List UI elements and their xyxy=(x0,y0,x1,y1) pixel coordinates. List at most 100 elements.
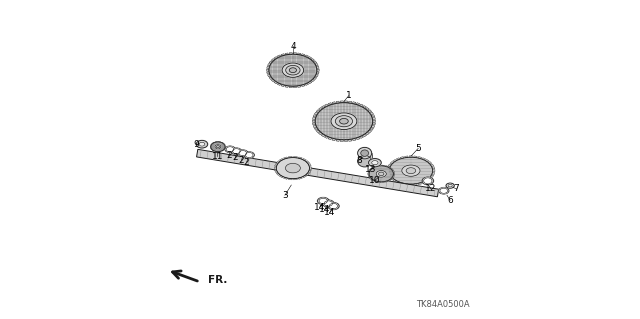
Polygon shape xyxy=(211,148,212,150)
Polygon shape xyxy=(289,156,292,158)
Polygon shape xyxy=(211,144,212,145)
Polygon shape xyxy=(289,53,292,54)
Polygon shape xyxy=(215,151,218,152)
Polygon shape xyxy=(312,123,316,125)
Polygon shape xyxy=(218,141,221,142)
Polygon shape xyxy=(387,172,390,174)
Ellipse shape xyxy=(231,148,241,154)
Ellipse shape xyxy=(369,159,381,167)
Polygon shape xyxy=(400,157,404,159)
Polygon shape xyxy=(409,156,413,157)
Polygon shape xyxy=(332,102,335,104)
Polygon shape xyxy=(319,132,323,135)
Polygon shape xyxy=(312,120,316,122)
Polygon shape xyxy=(306,173,309,175)
Polygon shape xyxy=(316,66,319,69)
Polygon shape xyxy=(294,86,296,88)
Polygon shape xyxy=(390,177,394,180)
Text: 10: 10 xyxy=(369,176,381,185)
Polygon shape xyxy=(298,157,302,159)
Ellipse shape xyxy=(446,183,454,188)
Ellipse shape xyxy=(285,163,300,173)
Polygon shape xyxy=(294,178,298,180)
Polygon shape xyxy=(368,110,372,112)
Polygon shape xyxy=(225,146,226,148)
Polygon shape xyxy=(369,177,372,179)
Polygon shape xyxy=(378,182,381,183)
Polygon shape xyxy=(267,66,269,69)
Text: 5: 5 xyxy=(415,144,421,153)
Polygon shape xyxy=(390,161,394,164)
Ellipse shape xyxy=(211,142,225,152)
Polygon shape xyxy=(418,157,422,159)
Polygon shape xyxy=(289,86,292,88)
Ellipse shape xyxy=(239,151,246,156)
Polygon shape xyxy=(430,175,434,177)
Polygon shape xyxy=(378,165,381,166)
Text: 1: 1 xyxy=(346,91,351,100)
Polygon shape xyxy=(313,61,317,63)
Polygon shape xyxy=(275,164,278,166)
Polygon shape xyxy=(269,61,273,63)
Ellipse shape xyxy=(358,147,372,159)
Polygon shape xyxy=(385,181,388,182)
Ellipse shape xyxy=(379,172,384,175)
Polygon shape xyxy=(368,171,370,172)
Ellipse shape xyxy=(317,197,329,204)
Polygon shape xyxy=(316,72,319,74)
Polygon shape xyxy=(404,156,408,158)
Polygon shape xyxy=(268,74,271,77)
Polygon shape xyxy=(428,177,432,180)
Polygon shape xyxy=(382,182,385,183)
Polygon shape xyxy=(336,101,339,103)
Polygon shape xyxy=(281,85,285,87)
Polygon shape xyxy=(425,180,429,182)
Polygon shape xyxy=(275,167,276,169)
Polygon shape xyxy=(356,103,360,105)
Polygon shape xyxy=(275,170,278,173)
Polygon shape xyxy=(267,72,269,74)
Polygon shape xyxy=(271,59,275,61)
Polygon shape xyxy=(371,125,374,128)
Ellipse shape xyxy=(232,149,240,154)
Polygon shape xyxy=(422,181,426,183)
Polygon shape xyxy=(332,138,335,141)
Polygon shape xyxy=(425,160,429,162)
Polygon shape xyxy=(352,138,356,141)
Polygon shape xyxy=(396,158,400,160)
Polygon shape xyxy=(317,69,319,71)
Polygon shape xyxy=(306,161,309,163)
Polygon shape xyxy=(284,177,287,179)
Text: FR.: FR. xyxy=(208,275,227,285)
Polygon shape xyxy=(313,125,317,128)
Polygon shape xyxy=(308,56,312,59)
Text: 2: 2 xyxy=(232,153,238,162)
Ellipse shape xyxy=(340,118,348,124)
Ellipse shape xyxy=(406,168,416,174)
Polygon shape xyxy=(388,179,391,181)
Ellipse shape xyxy=(369,166,394,182)
Polygon shape xyxy=(328,137,332,140)
Polygon shape xyxy=(356,137,360,140)
Ellipse shape xyxy=(331,113,357,130)
Polygon shape xyxy=(324,104,328,107)
Polygon shape xyxy=(433,170,435,172)
Polygon shape xyxy=(212,150,214,151)
Polygon shape xyxy=(319,108,323,110)
Polygon shape xyxy=(348,139,352,141)
Ellipse shape xyxy=(225,146,235,152)
Text: 14: 14 xyxy=(324,208,335,217)
Polygon shape xyxy=(409,184,413,186)
Polygon shape xyxy=(280,175,284,178)
Text: 8: 8 xyxy=(356,156,362,165)
Ellipse shape xyxy=(361,150,369,156)
Polygon shape xyxy=(321,134,325,137)
Polygon shape xyxy=(344,101,348,103)
Polygon shape xyxy=(404,184,408,185)
Polygon shape xyxy=(277,83,281,85)
Polygon shape xyxy=(215,141,218,142)
Polygon shape xyxy=(315,63,318,66)
Polygon shape xyxy=(280,159,284,161)
Ellipse shape xyxy=(196,140,208,148)
Polygon shape xyxy=(303,159,307,161)
